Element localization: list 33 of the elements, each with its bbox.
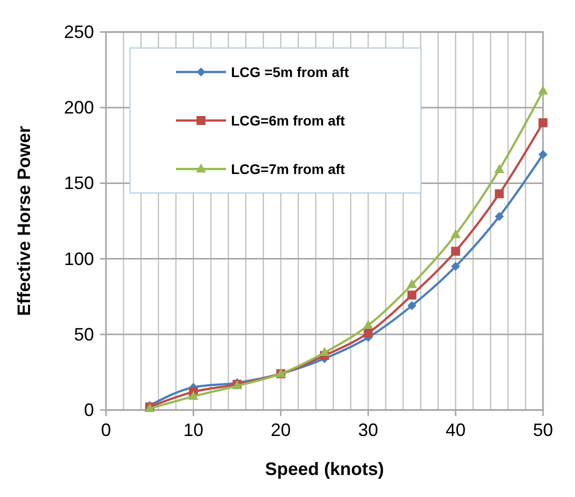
y-tick-label: 250 (64, 22, 94, 42)
point (363, 320, 374, 329)
y-tick-label: 0 (84, 400, 94, 420)
x-tick-label: 20 (270, 420, 291, 440)
point (451, 246, 460, 256)
point (494, 164, 504, 174)
point (538, 85, 548, 94)
point (451, 262, 460, 271)
point (364, 328, 373, 338)
y-axis-title: Effective Horse Power (14, 126, 34, 316)
point (494, 189, 504, 198)
x-tick-label: 50 (532, 420, 554, 440)
x-axis-title: Speed (knots) (264, 459, 384, 479)
point (320, 347, 330, 356)
legend-label: LCG =5m from aft (231, 64, 350, 80)
x-tick-label: 40 (446, 420, 466, 440)
point (538, 118, 548, 128)
point (188, 390, 198, 400)
y-tick-label: 100 (64, 248, 94, 269)
x-tick-label: 30 (358, 420, 378, 440)
legend-label: LCG=6m from aft (231, 112, 346, 128)
y-tick-label: 50 (74, 324, 94, 344)
point (406, 279, 417, 288)
x-tick-label: 0 (100, 420, 112, 440)
x-tick-label: 10 (183, 420, 204, 440)
legend-label: LCG=7m from aft (231, 161, 346, 177)
point (407, 290, 416, 300)
point (450, 229, 461, 238)
y-tick-label: 150 (64, 173, 94, 194)
point (538, 150, 548, 159)
y-tick-label: 200 (64, 98, 94, 118)
point (407, 301, 416, 310)
point (494, 212, 504, 221)
